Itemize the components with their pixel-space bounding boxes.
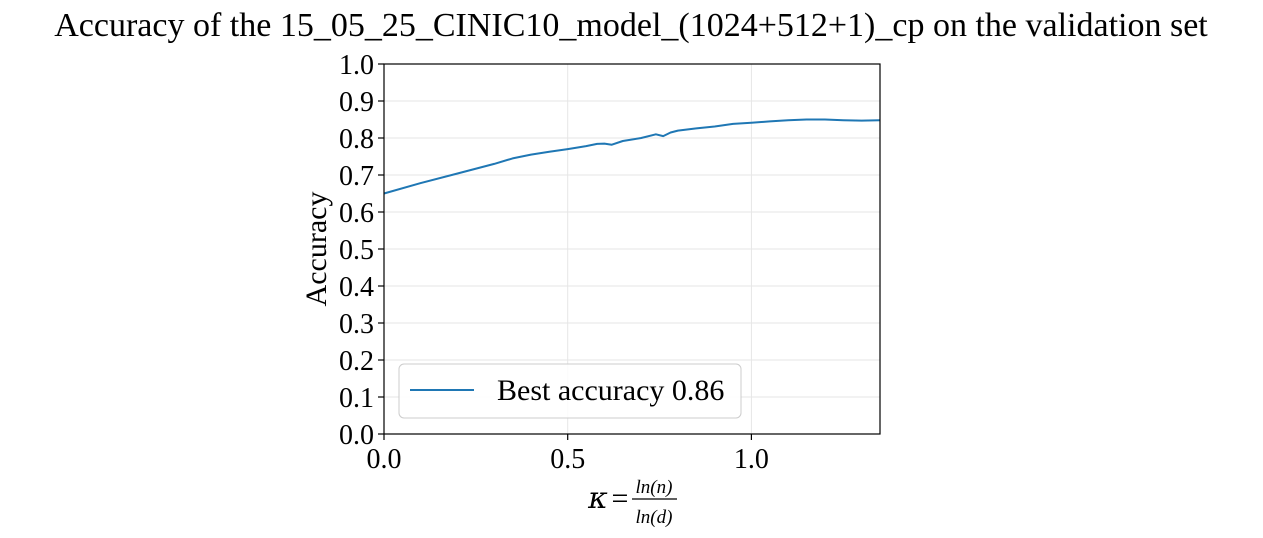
x-tick-label: 0.0 xyxy=(367,444,402,475)
y-tick-label: 0.4 xyxy=(339,272,374,303)
y-tick-label: 0.9 xyxy=(339,87,374,118)
x-axis-equals: = xyxy=(612,482,629,515)
x-tick-label: 0.5 xyxy=(550,444,585,475)
y-axis-ticks: 0.0 0.1 0.2 0.3 0.4 0.5 0.6 0.7 0.8 0.9 1.0 xyxy=(339,50,384,451)
legend-box xyxy=(398,363,742,419)
y-tick-label: 0.7 xyxy=(339,161,374,192)
y-tick-label: 1.0 xyxy=(339,50,374,81)
y-tick-label: 0.3 xyxy=(339,309,374,340)
y-tick-label: 0.5 xyxy=(339,235,374,266)
x-axis-label: κ = ln(n) ln(d) xyxy=(587,477,677,528)
y-tick-label: 0.1 xyxy=(339,383,374,414)
y-tick-label: 0.8 xyxy=(339,124,374,155)
y-tick-label: 0.0 xyxy=(339,420,374,451)
series-layer xyxy=(383,118,881,195)
x-tick-label: 1.0 xyxy=(734,444,769,475)
x-axis-numerator: ln(n) xyxy=(636,477,673,498)
y-tick-label: 0.2 xyxy=(339,346,374,377)
x-axis-ticks: 0.0 0.5 1.0 xyxy=(367,434,769,475)
y-tick-label: 0.6 xyxy=(339,198,374,229)
series-line xyxy=(383,118,881,195)
y-axis-label: Accuracy xyxy=(300,192,333,307)
x-axis-kappa: κ xyxy=(587,481,608,516)
legend: Best accuracy 0.86 xyxy=(398,363,742,419)
x-axis-denominator: ln(d) xyxy=(636,507,673,528)
legend-label: Best accuracy 0.86 xyxy=(497,374,724,407)
chart-title: Accuracy of the 15_05_25_CINIC10_model_(… xyxy=(54,7,1208,44)
